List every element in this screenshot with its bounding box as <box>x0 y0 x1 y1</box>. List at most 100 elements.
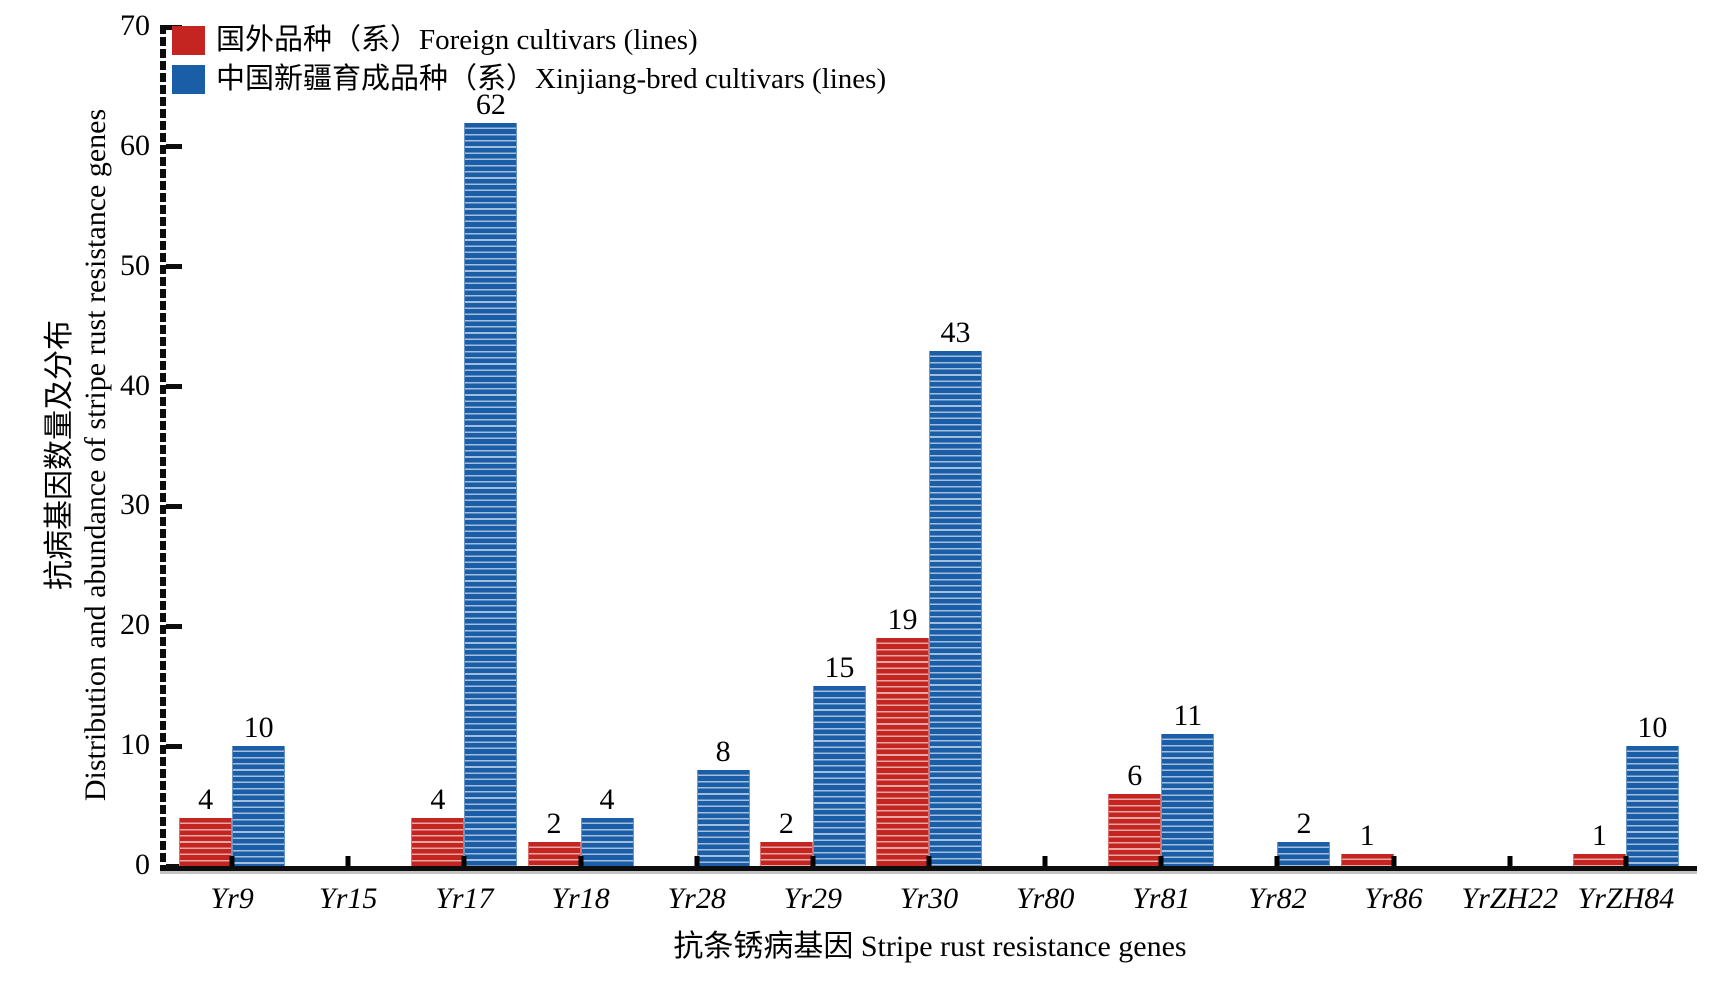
x-tick-mark-Yr15 <box>345 856 351 866</box>
x-category-labels: Yr9 Yr15 Yr17 Yr18 Yr28 Yr29 Yr30 Yr80 Yr81 Yr82 Y… <box>163 882 1697 922</box>
y-tick-label-60: 60 <box>120 128 150 162</box>
category-slot-Yr30: 19 43 <box>871 27 987 866</box>
y-tick-label-0: 0 <box>135 848 150 881</box>
bar-value-xinjiang-YrZH84: 10 <box>1637 711 1668 745</box>
y-axis-spine <box>160 25 166 871</box>
y-tick-label-10: 10 <box>120 728 150 762</box>
y-tick-label-30: 30 <box>120 488 150 522</box>
x-axis-title: 抗条锈病基因 Stripe rust resistance genes <box>673 930 1187 963</box>
bar-foreign-Yr9: 4 <box>179 785 233 866</box>
bar-value-xinjiang-Yr82: 2 <box>1296 807 1312 840</box>
y-tick-label-50: 50 <box>120 248 150 282</box>
bar-hatch <box>412 818 464 866</box>
x-category-label-Yr30: Yr30 <box>899 882 959 915</box>
legend: 国外品种（系）Foreign cultivars (lines) 中国新疆育成品种… <box>172 24 886 95</box>
y-tick-label-20: 20 <box>120 608 150 642</box>
x-category-label-Yr80: Yr80 <box>1015 882 1075 915</box>
y-tick-mark-30 <box>166 503 182 509</box>
bar-hatch <box>1573 854 1625 866</box>
legend-label-foreign: 国外品种（系）Foreign cultivars (lines) <box>216 24 698 56</box>
category-slot-YrZH22 <box>1452 27 1568 866</box>
x-tick-mark-Yr82 <box>1274 856 1280 866</box>
bar-hatch <box>465 122 517 866</box>
bar-xinjiang-YrZH84: 10 <box>1625 713 1679 866</box>
legend-swatch-foreign <box>172 25 205 55</box>
legend-item-foreign: 国外品种（系）Foreign cultivars (lines) <box>172 24 886 56</box>
bar-hatch <box>813 686 865 866</box>
bar-hatch <box>1162 734 1214 866</box>
bar-hatch <box>581 818 633 866</box>
legend-label-xinjiang: 中国新疆育成品种（系）Xinjiang-bred cultivars (line… <box>216 63 887 95</box>
bar-foreign-Yr86: 1 <box>1340 821 1394 866</box>
category-slot-Yr17: 4 62 <box>406 27 522 866</box>
category-slot-YrZH84: 1 10 <box>1568 27 1684 866</box>
bar-value-foreign-Yr29: 2 <box>778 807 794 840</box>
y-tick-mark-40 <box>166 384 182 390</box>
bar-value-foreign-Yr18: 2 <box>546 807 562 840</box>
bar-foreign-Yr30: 19 <box>875 605 929 866</box>
x-tick-mark-Yr30 <box>926 856 932 866</box>
x-category-label-Yr28: Yr28 <box>667 882 726 915</box>
x-category-label-YrZH84: YrZH84 <box>1577 882 1675 915</box>
bar-hatch <box>1109 794 1161 866</box>
y-tick-label-40: 40 <box>120 368 150 402</box>
x-category-label-Yr82: Yr82 <box>1248 882 1307 915</box>
bar-value-foreign-Yr86: 1 <box>1359 819 1375 852</box>
bar-value-foreign-Yr30: 19 <box>887 603 918 637</box>
x-tick-mark-Yr80 <box>1042 856 1048 866</box>
bar-foreign-YrZH84: 1 <box>1572 821 1626 866</box>
x-category-label-Yr17: Yr17 <box>435 882 494 915</box>
bar-foreign-Yr17: 4 <box>411 785 465 866</box>
category-slot-Yr28: 8 <box>639 27 755 866</box>
bar-xinjiang-Yr82: 2 <box>1277 809 1331 866</box>
y-tick-mark-20 <box>166 623 182 629</box>
y-tick-label-70: 70 <box>120 9 150 42</box>
x-tick-mark-Yr28 <box>694 856 700 866</box>
x-category-label-Yr86: Yr86 <box>1364 882 1423 915</box>
bar-value-xinjiang-Yr28: 8 <box>715 735 731 769</box>
category-slot-Yr9: 4 10 <box>174 27 290 866</box>
bar-value-xinjiang-Yr18: 4 <box>599 783 615 817</box>
category-slot-Yr82: 2 <box>1219 27 1335 866</box>
bar-value-foreign-Yr9: 4 <box>198 783 214 817</box>
bar-hatch <box>233 746 285 866</box>
y-tick-mark-10 <box>166 743 182 749</box>
legend-item-xinjiang: 中国新疆育成品种（系）Xinjiang-bred cultivars (line… <box>172 63 886 95</box>
x-category-label-Yr29: Yr29 <box>783 882 843 915</box>
x-tick-mark-Yr18 <box>578 856 584 866</box>
x-category-label-YrZH22: YrZH22 <box>1461 882 1559 915</box>
y-tick-mark-0 <box>166 863 182 869</box>
bar-xinjiang-Yr17: 62 <box>464 89 518 866</box>
y-tick-mark-60 <box>166 144 182 150</box>
bar-hatch <box>876 638 928 866</box>
bar-value-xinjiang-Yr17: 62 <box>475 87 506 121</box>
bar-xinjiang-Yr18: 4 <box>580 785 634 866</box>
bar-xinjiang-Yr28: 8 <box>696 737 750 866</box>
x-category-label-Yr15: Yr15 <box>319 882 378 915</box>
x-tick-mark-Yr9 <box>229 856 235 866</box>
bar-value-foreign-Yr81: 6 <box>1127 759 1143 793</box>
bar-hatch <box>929 350 981 866</box>
x-axis-spine <box>160 866 1697 871</box>
bar-hatch <box>697 770 749 866</box>
bar-hatch <box>1626 746 1678 866</box>
bar-foreign-Yr81: 6 <box>1108 761 1162 866</box>
x-category-label-Yr81: Yr81 <box>1132 882 1191 915</box>
bar-value-xinjiang-Yr29: 15 <box>824 651 855 685</box>
bar-hatch <box>760 842 812 866</box>
bar-hatch <box>1278 842 1330 866</box>
x-tick-mark-YrZH22 <box>1507 856 1513 866</box>
bar-xinjiang-Yr29: 15 <box>812 653 866 866</box>
bar-value-xinjiang-Yr9: 10 <box>243 711 274 745</box>
category-slot-Yr29: 2 15 <box>755 27 871 866</box>
category-slot-Yr81: 6 11 <box>1103 27 1219 866</box>
bar-hatch <box>528 842 580 866</box>
x-tick-mark-YrZH84 <box>1623 856 1629 866</box>
bar-xinjiang-Yr81: 11 <box>1161 701 1215 866</box>
bar-xinjiang-Yr9: 10 <box>232 713 286 866</box>
x-tick-mark-Yr81 <box>1158 856 1164 866</box>
bar-value-foreign-YrZH84: 1 <box>1591 819 1607 852</box>
bar-value-xinjiang-Yr30: 43 <box>940 315 971 349</box>
